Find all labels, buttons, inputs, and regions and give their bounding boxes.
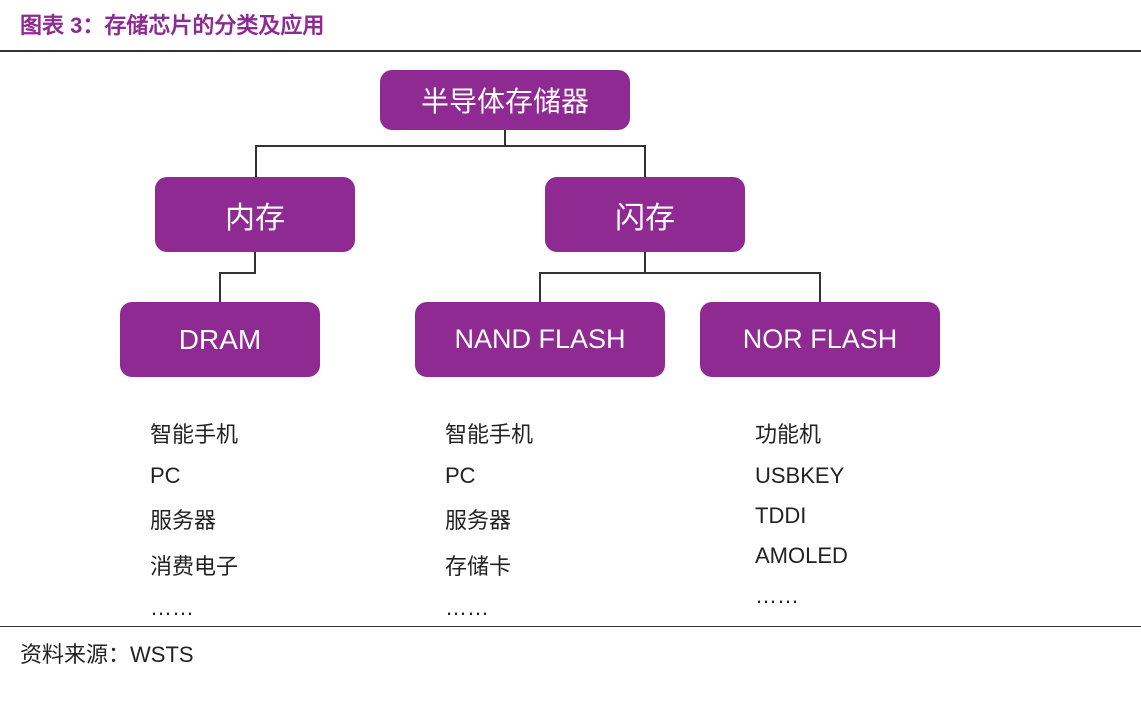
app-item: 功能机 bbox=[755, 417, 848, 449]
node-label: NAND FLASH bbox=[454, 324, 625, 355]
app-item: PC bbox=[150, 463, 238, 489]
app-item: TDDI bbox=[755, 503, 848, 529]
node-label: DRAM bbox=[179, 324, 261, 356]
node-label: 闪存 bbox=[615, 193, 675, 237]
app-list-nand: 智能手机 PC 服务器 存储卡 …… bbox=[445, 417, 533, 621]
connector bbox=[219, 272, 256, 274]
connector bbox=[255, 145, 257, 177]
figure-title: 图表 3：存储芯片的分类及应用 bbox=[20, 13, 324, 38]
title-text: 存储芯片的分类及应用 bbox=[104, 13, 324, 38]
connector bbox=[219, 272, 221, 302]
node-root: 半导体存储器 bbox=[380, 70, 630, 130]
node-label: 内存 bbox=[225, 193, 285, 237]
node-nand: NAND FLASH bbox=[415, 302, 665, 377]
app-item: 消费电子 bbox=[150, 549, 238, 581]
connector bbox=[539, 272, 541, 302]
source-value: WSTS bbox=[130, 642, 194, 667]
app-item: AMOLED bbox=[755, 543, 848, 569]
connector bbox=[819, 272, 821, 302]
connector bbox=[539, 272, 821, 274]
app-item: PC bbox=[445, 463, 533, 489]
app-item: 服务器 bbox=[445, 503, 533, 535]
node-nor: NOR FLASH bbox=[700, 302, 940, 377]
source-bar: 资料来源：WSTS bbox=[0, 627, 1141, 679]
node-label: 半导体存储器 bbox=[421, 80, 589, 120]
node-flash: 闪存 bbox=[545, 177, 745, 252]
connector bbox=[644, 252, 646, 272]
figure-title-bar: 图表 3：存储芯片的分类及应用 bbox=[0, 0, 1141, 52]
app-item: …… bbox=[150, 595, 238, 621]
node-memory: 内存 bbox=[155, 177, 355, 252]
app-list-dram: 智能手机 PC 服务器 消费电子 …… bbox=[150, 417, 238, 621]
app-item: 存储卡 bbox=[445, 549, 533, 581]
app-item: 智能手机 bbox=[445, 417, 533, 449]
app-item: USBKEY bbox=[755, 463, 848, 489]
connector bbox=[504, 130, 506, 145]
app-item: 智能手机 bbox=[150, 417, 238, 449]
app-list-nor: 功能机 USBKEY TDDI AMOLED …… bbox=[755, 417, 848, 609]
app-item: 服务器 bbox=[150, 503, 238, 535]
connector bbox=[255, 145, 646, 147]
connector bbox=[644, 145, 646, 177]
source-label: 资料来源： bbox=[20, 642, 130, 667]
app-item: …… bbox=[755, 583, 848, 609]
title-prefix: 图表 3： bbox=[20, 13, 104, 38]
node-dram: DRAM bbox=[120, 302, 320, 377]
app-item: …… bbox=[445, 595, 533, 621]
connector bbox=[254, 252, 256, 272]
node-label: NOR FLASH bbox=[743, 324, 898, 355]
diagram-area: 半导体存储器 内存 闪存 DRAM NAND FLASH NOR FLASH 智… bbox=[0, 52, 1141, 627]
